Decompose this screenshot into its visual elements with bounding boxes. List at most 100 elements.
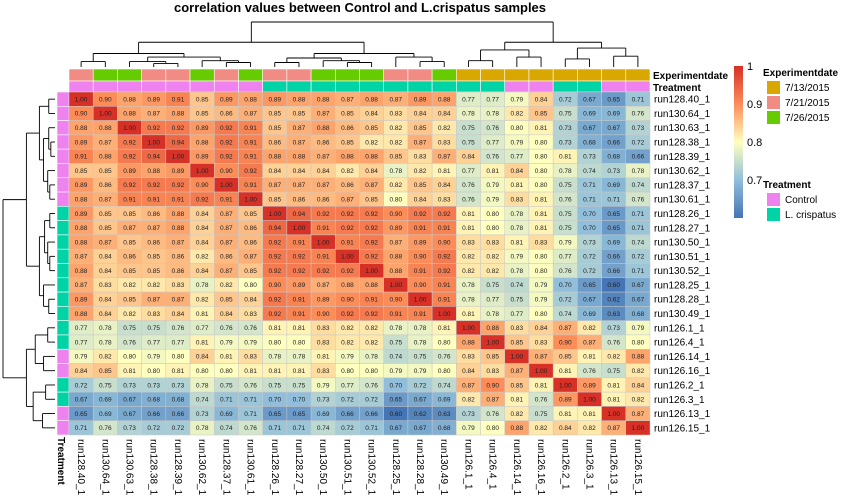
cell-value-label: 0.87 xyxy=(632,411,645,418)
cell-value-label: 0.87 xyxy=(389,96,402,103)
cell-value-label: 0.89 xyxy=(75,211,88,218)
cell-value-label: 0.65 xyxy=(389,397,402,404)
col-treatment-cell xyxy=(431,80,457,93)
cell-value-label: 0.81 xyxy=(462,311,475,318)
col-treatment-cell xyxy=(577,80,602,93)
cell-value-label: 0.80 xyxy=(172,354,185,361)
cell-value-label: 0.88 xyxy=(317,96,330,103)
row-label: run130.50_1 xyxy=(654,238,711,249)
cell-value-label: 1.00 xyxy=(172,154,185,161)
cell-value-label: 0.89 xyxy=(75,139,88,146)
cell-value-label: 0.68 xyxy=(607,154,620,161)
cell-value-label: 0.71 xyxy=(632,225,645,232)
cell-value-label: 0.63 xyxy=(607,311,620,318)
cell-value-label: 0.87 xyxy=(389,239,402,246)
cell-value-label: 0.80 xyxy=(486,425,499,432)
cell-value-label: 0.83 xyxy=(462,239,475,246)
cell-value-label: 0.84 xyxy=(220,311,233,318)
column-label: run128.39_1 xyxy=(172,439,183,496)
cell-value-label: 0.69 xyxy=(607,182,620,189)
row-treatment-cell xyxy=(56,191,70,207)
cell-value-label: 0.73 xyxy=(196,411,209,418)
cell-value-label: 0.92 xyxy=(220,154,233,161)
cell-value-label: 0.71 xyxy=(632,211,645,218)
cell-value-label: 0.72 xyxy=(414,382,427,389)
column-label: run130.64_1 xyxy=(99,439,110,496)
cell-value-label: 0.79 xyxy=(462,425,475,432)
cell-value-label: 0.89 xyxy=(196,125,209,132)
cell-value-label: 0.87 xyxy=(317,282,330,289)
cell-value-label: 1.00 xyxy=(75,96,88,103)
cell-value-label: 0.85 xyxy=(196,96,209,103)
colorbar-tick-label: 0.8 xyxy=(747,137,762,149)
cell-value-label: 0.91 xyxy=(293,311,306,318)
cell-value-label: 0.92 xyxy=(268,268,281,275)
cell-value-label: 0.84 xyxy=(196,239,209,246)
cell-value-label: 0.92 xyxy=(172,125,185,132)
cell-value-label: 0.84 xyxy=(317,168,330,175)
cell-value-label: 0.85 xyxy=(414,125,427,132)
cell-value-label: 1.00 xyxy=(486,339,499,346)
cell-value-label: 0.91 xyxy=(244,125,257,132)
cell-value-label: 0.84 xyxy=(462,154,475,161)
chart-title: correlation values between Control and L… xyxy=(174,0,546,15)
column-label: run128.25_1 xyxy=(390,439,401,496)
row-label: run128.39_1 xyxy=(654,152,711,163)
cell-value-label: 0.80 xyxy=(632,339,645,346)
col-experimentdate-cell xyxy=(504,68,530,82)
cell-value-label: 0.90 xyxy=(389,211,402,218)
cell-value-label: 0.91 xyxy=(220,196,233,203)
cell-value-label: 0.85 xyxy=(365,196,378,203)
cell-value-label: 0.76 xyxy=(632,196,645,203)
cell-value-label: 0.85 xyxy=(486,354,499,361)
cell-value-label: 0.87 xyxy=(220,239,233,246)
cell-value-label: 0.72 xyxy=(632,139,645,146)
cell-value-label: 0.87 xyxy=(147,297,160,304)
cell-value-label: 0.82 xyxy=(220,282,233,289)
cell-value-label: 0.86 xyxy=(317,196,330,203)
cell-value-label: 0.84 xyxy=(99,297,112,304)
cell-value-label: 0.71 xyxy=(244,397,257,404)
cell-value-label: 0.82 xyxy=(438,125,451,132)
cell-value-label: 0.81 xyxy=(293,368,306,375)
column-label: run126.4_1 xyxy=(487,439,498,490)
cell-value-label: 0.71 xyxy=(365,425,378,432)
cell-value-label: 0.84 xyxy=(365,111,378,118)
cell-value-label: 0.78 xyxy=(462,111,475,118)
row-treatment-cell xyxy=(56,406,70,422)
cell-value-label: 0.76 xyxy=(462,182,475,189)
cell-value-label: 0.84 xyxy=(172,311,185,318)
cell-value-label: 0.76 xyxy=(632,111,645,118)
cell-value-label: 0.91 xyxy=(123,196,136,203)
cell-value-label: 0.81 xyxy=(268,325,281,332)
cell-value-label: 0.71 xyxy=(220,397,233,404)
cell-value-label: 0.79 xyxy=(341,354,354,361)
col-treatment-cell xyxy=(552,80,578,93)
cell-value-label: 0.92 xyxy=(438,211,451,218)
cell-value-label: 0.79 xyxy=(75,354,88,361)
cell-value-label: 0.75 xyxy=(486,282,499,289)
cell-value-label: 0.88 xyxy=(75,268,88,275)
column-label: run130.49_1 xyxy=(438,439,449,496)
cell-value-label: 0.82 xyxy=(196,254,209,261)
cell-value-label: 0.78 xyxy=(196,382,209,389)
cell-value-label: 0.78 xyxy=(268,354,281,361)
cell-value-label: 0.76 xyxy=(583,368,596,375)
cell-value-label: 0.73 xyxy=(583,154,596,161)
cell-value-label: 0.69 xyxy=(220,411,233,418)
cell-value-label: 0.87 xyxy=(244,111,257,118)
cell-value-label: 0.92 xyxy=(196,196,209,203)
cell-value-label: 1.00 xyxy=(607,411,620,418)
col-treatment-cell xyxy=(480,80,506,93)
cell-value-label: 0.77 xyxy=(511,154,524,161)
cell-value-label: 0.72 xyxy=(632,254,645,261)
cell-value-label: 0.83 xyxy=(147,311,160,318)
column-label: run130.51_1 xyxy=(341,439,352,496)
annotation-labels: Experimentdate Treatment Treatment xyxy=(55,71,728,485)
cell-value-label: 0.66 xyxy=(607,254,620,261)
row-treatment-cell xyxy=(56,291,70,307)
cell-value-label: 0.88 xyxy=(293,154,306,161)
cell-value-label: 0.82 xyxy=(123,282,136,289)
cell-value-label: 0.74 xyxy=(632,239,645,246)
cell-value-label: 0.68 xyxy=(632,311,645,318)
